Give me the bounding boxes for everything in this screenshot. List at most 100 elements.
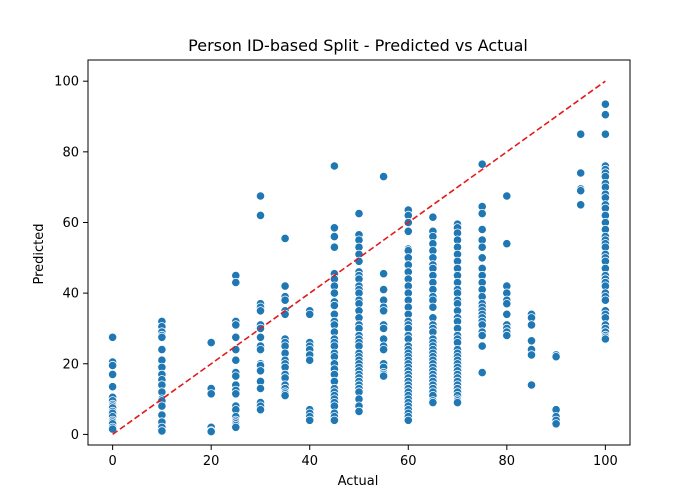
x-tick-label: 0 (108, 454, 116, 469)
data-point (551, 419, 561, 429)
data-point (231, 332, 241, 342)
data-point (329, 223, 339, 233)
data-point (255, 405, 266, 415)
data-point (428, 212, 438, 222)
data-point (231, 320, 241, 330)
data-point (477, 159, 487, 169)
data-point (378, 344, 389, 355)
data-point (157, 332, 167, 342)
data-point (600, 99, 611, 109)
data-point (305, 309, 315, 319)
data-point (526, 350, 537, 360)
data-point (378, 306, 389, 316)
y-tick-label: 40 (62, 287, 79, 302)
x-tick-label: 40 (301, 454, 318, 469)
data-point (329, 242, 339, 252)
data-point (502, 309, 512, 319)
data-point (329, 300, 339, 311)
data-point (255, 191, 266, 201)
data-point (255, 210, 266, 220)
data-point (329, 288, 339, 298)
plot-frame (87, 59, 631, 446)
x-tick-label: 60 (400, 454, 417, 469)
reference-line (112, 80, 606, 436)
data-point (477, 341, 487, 351)
data-point (108, 369, 118, 379)
data-point (255, 332, 266, 342)
data-point (477, 224, 487, 235)
data-point (378, 371, 389, 381)
data-point (231, 355, 241, 365)
data-point (477, 330, 487, 341)
data-point (428, 397, 438, 408)
data-point (157, 401, 167, 411)
data-point (280, 233, 290, 243)
data-point (403, 415, 413, 425)
data-point (108, 360, 118, 371)
data-point (231, 389, 241, 399)
data-point (231, 422, 241, 432)
data-point (157, 344, 167, 355)
data-point (378, 284, 389, 295)
x-tick-label: 100 (593, 454, 618, 469)
data-point (329, 232, 339, 242)
data-point (378, 323, 389, 333)
data-point (108, 382, 118, 392)
data-point (231, 277, 241, 288)
data-point (378, 172, 389, 182)
data-point (255, 344, 266, 355)
data-point (157, 426, 167, 436)
data-point (108, 332, 118, 342)
data-point (452, 397, 463, 408)
y-axis-label: Predicted (32, 223, 47, 284)
data-point (551, 352, 561, 362)
data-point (206, 426, 216, 437)
data-point (576, 129, 586, 139)
data-point (477, 367, 487, 378)
data-point (206, 389, 216, 399)
data-point (280, 390, 290, 401)
data-point (329, 415, 339, 425)
y-tick-label: 80 (62, 145, 79, 160)
data-point (526, 320, 537, 330)
data-point (576, 186, 586, 196)
data-point (305, 355, 315, 365)
plot-area: 0 20 40 60 80 100 0 20 40 60 80 100 (54, 59, 631, 469)
data-point (526, 336, 537, 346)
x-tick-label: 20 (203, 454, 220, 469)
y-tick-label: 60 (62, 216, 79, 231)
data-point (280, 295, 290, 305)
data-point (502, 299, 512, 309)
data-point (255, 383, 266, 394)
data-point (600, 295, 611, 305)
data-point (108, 424, 118, 434)
data-point (206, 337, 216, 348)
data-point (600, 110, 611, 120)
y-tick-label: 20 (62, 357, 79, 372)
y-tick-label: 0 (71, 428, 79, 443)
data-point (502, 239, 512, 249)
data-point (600, 129, 611, 139)
data-point (231, 371, 241, 381)
data-point (477, 253, 487, 263)
data-point (329, 161, 339, 171)
data-point (502, 191, 512, 201)
data-point (477, 242, 487, 252)
data-point (280, 281, 290, 291)
data-point (354, 406, 364, 416)
data-point (502, 330, 512, 341)
data-point (403, 226, 413, 236)
y-tick-label: 100 (54, 75, 79, 90)
data-point (378, 269, 389, 279)
data-point (576, 200, 586, 210)
data-point (428, 302, 438, 312)
data-point (354, 209, 364, 219)
data-point (231, 344, 241, 355)
data-point (255, 306, 266, 316)
data-point (477, 209, 487, 219)
x-axis-label: Actual (338, 474, 379, 489)
data-point (576, 168, 586, 178)
data-point (526, 380, 537, 390)
